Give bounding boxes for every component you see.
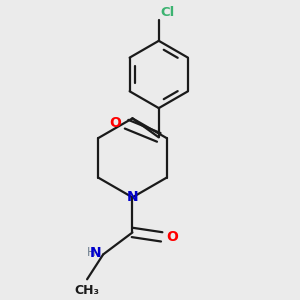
Text: O: O — [109, 116, 121, 130]
Text: H: H — [87, 247, 96, 260]
Text: N: N — [90, 246, 102, 260]
Text: CH₃: CH₃ — [75, 284, 100, 297]
Text: N: N — [127, 190, 138, 204]
Text: O: O — [166, 230, 178, 244]
Text: Cl: Cl — [160, 6, 175, 19]
